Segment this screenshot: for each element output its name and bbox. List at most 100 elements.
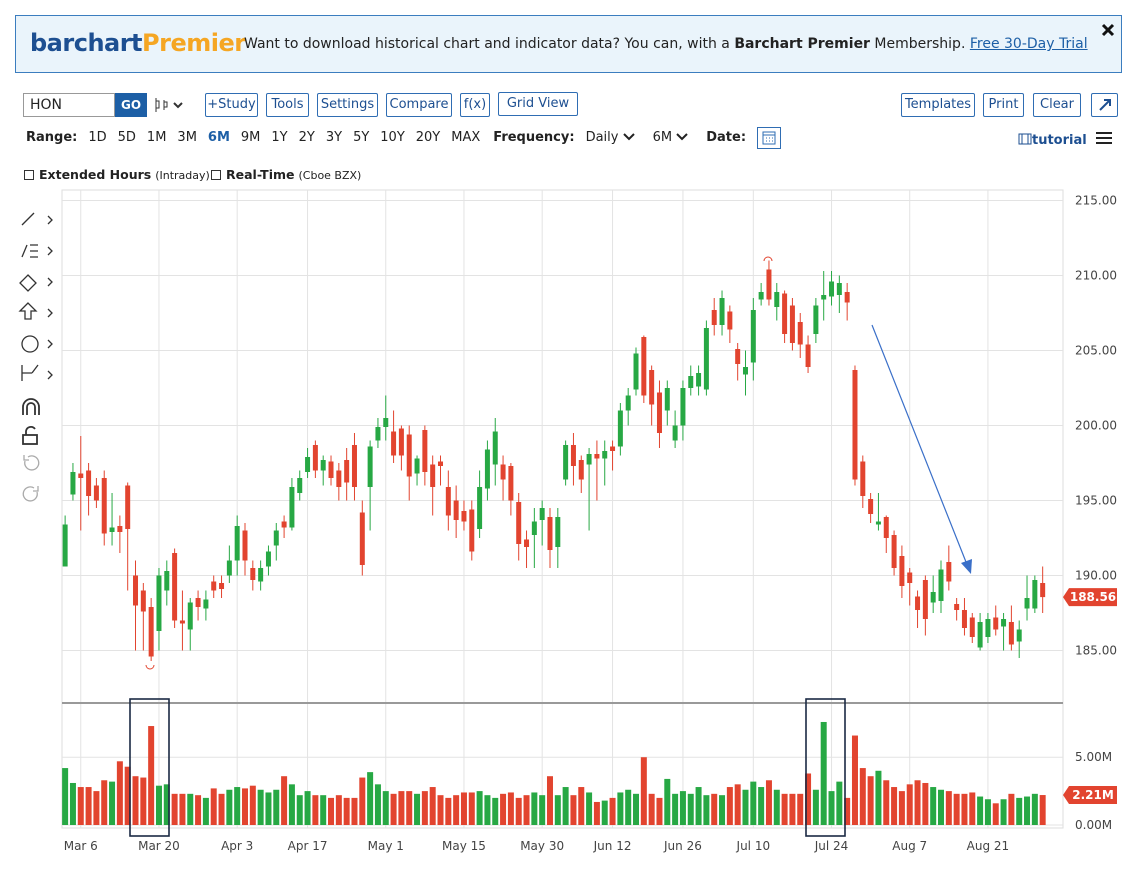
date-label: Date: xyxy=(706,130,747,145)
candle-body xyxy=(524,539,530,547)
volume-bar xyxy=(155,785,162,825)
candle-body xyxy=(719,298,725,325)
brand-logo: barchartPremier xyxy=(30,29,246,57)
volume-bar xyxy=(460,792,467,825)
calendar-button[interactable] xyxy=(757,127,782,149)
range-option[interactable]: 5Y xyxy=(353,130,370,145)
frequency-select[interactable]: Daily xyxy=(586,130,635,149)
volume-bar xyxy=(789,793,796,825)
volume-bar xyxy=(265,792,272,825)
period-select[interactable]: 6M xyxy=(653,130,689,149)
range-option[interactable]: 2Y xyxy=(298,130,315,145)
volume-bar xyxy=(703,795,710,825)
x-tick-label: Aug 7 xyxy=(892,839,927,853)
candle-body xyxy=(727,311,733,330)
checkbox[interactable] xyxy=(24,170,34,180)
templates-button[interactable]: Templates xyxy=(901,93,975,117)
y-tick-label: 205.00 xyxy=(1075,344,1117,358)
candle-body xyxy=(508,466,514,501)
volume-bar xyxy=(609,797,616,825)
tutorial-link[interactable]: tutorial xyxy=(1018,133,1087,148)
candle-body xyxy=(915,596,921,610)
x-tick-label: Jul 10 xyxy=(736,839,771,853)
candle-body xyxy=(656,392,662,433)
y-tick-label: 195.00 xyxy=(1075,494,1117,508)
range-option[interactable]: 9M xyxy=(240,130,261,145)
range-option[interactable]: 20Y xyxy=(415,130,441,145)
volume-bar xyxy=(851,735,858,825)
range-option[interactable]: 3Y xyxy=(325,130,343,145)
candle-body xyxy=(680,388,686,426)
candle-body xyxy=(320,460,326,471)
x-tick-label: Apr 3 xyxy=(221,839,253,853)
range-option[interactable]: 5D xyxy=(117,130,136,145)
chart-type-menu[interactable] xyxy=(153,96,187,114)
candle-body xyxy=(258,568,264,582)
range-option[interactable]: 3M xyxy=(177,130,197,145)
volume-bar xyxy=(468,792,475,825)
range-option[interactable]: 10Y xyxy=(380,130,405,145)
candle-body xyxy=(633,353,639,390)
volume-tick-label: 0.00M xyxy=(1075,818,1112,832)
menu-icon[interactable] xyxy=(1096,131,1112,145)
checkbox[interactable] xyxy=(211,170,221,180)
fx-button[interactable]: f(x) xyxy=(460,93,490,117)
trial-link[interactable]: Free 30-Day Trial xyxy=(969,36,1088,52)
candle-body xyxy=(711,310,717,325)
volume-bar xyxy=(1024,796,1031,825)
grid-view-button[interactable]: Grid View xyxy=(498,92,578,116)
candle-body xyxy=(344,460,350,483)
candle-body xyxy=(265,551,271,567)
range-option[interactable]: 6M xyxy=(207,130,230,145)
volume-bar xyxy=(765,780,772,825)
volume-bar xyxy=(281,776,288,825)
volume-bar xyxy=(476,791,483,825)
range-option[interactable]: 1D xyxy=(88,130,107,145)
candle-body xyxy=(586,454,592,465)
volume-bar xyxy=(828,791,835,825)
clear-button[interactable]: Clear xyxy=(1033,93,1081,117)
volume-bar xyxy=(969,792,976,825)
candle-body xyxy=(477,487,483,529)
candle-body xyxy=(907,572,913,583)
candle-body xyxy=(961,610,967,628)
tools-button[interactable]: Tools xyxy=(266,93,309,117)
volume-bar xyxy=(938,789,945,825)
candle-body xyxy=(78,473,84,478)
real-time-option[interactable]: Real-Time (Cboe BZX) xyxy=(211,167,361,182)
volume-bar xyxy=(531,792,538,825)
settings-button[interactable]: Settings xyxy=(317,93,378,117)
study-button[interactable]: +Study xyxy=(205,93,258,117)
volume-bar xyxy=(586,792,593,825)
volume-bar xyxy=(867,776,874,825)
volume-bar xyxy=(241,788,248,825)
candle-body xyxy=(500,464,506,480)
volume-bar xyxy=(343,797,350,825)
candle-body xyxy=(1040,583,1046,598)
range-option[interactable]: MAX xyxy=(451,130,481,145)
volume-bar xyxy=(69,782,76,825)
trend-arrow xyxy=(871,324,967,563)
volume-bar xyxy=(382,791,389,825)
candle-body xyxy=(688,376,694,388)
candles xyxy=(62,260,1046,825)
compare-button[interactable]: Compare xyxy=(386,93,452,117)
volume-bar xyxy=(515,797,522,825)
volume-bar xyxy=(398,791,405,825)
volume-bar xyxy=(711,793,718,825)
go-button[interactable]: GO xyxy=(115,93,147,117)
range-option[interactable]: 1Y xyxy=(271,130,288,145)
candle-body xyxy=(531,521,537,535)
tool-line[interactable] xyxy=(21,212,35,226)
symbol-input[interactable]: HON xyxy=(23,93,115,117)
extended-hours-option[interactable]: Extended Hours (Intraday) xyxy=(24,167,210,182)
volume-bar xyxy=(726,787,733,825)
volume-bar xyxy=(429,787,436,825)
close-button[interactable] xyxy=(1101,23,1115,37)
candle-body xyxy=(977,622,983,648)
candle-body xyxy=(797,322,803,345)
range-option[interactable]: 1M xyxy=(146,130,167,145)
chevron xyxy=(676,133,688,141)
print-button[interactable]: Print xyxy=(983,93,1024,117)
expand-button[interactable] xyxy=(1091,93,1118,117)
